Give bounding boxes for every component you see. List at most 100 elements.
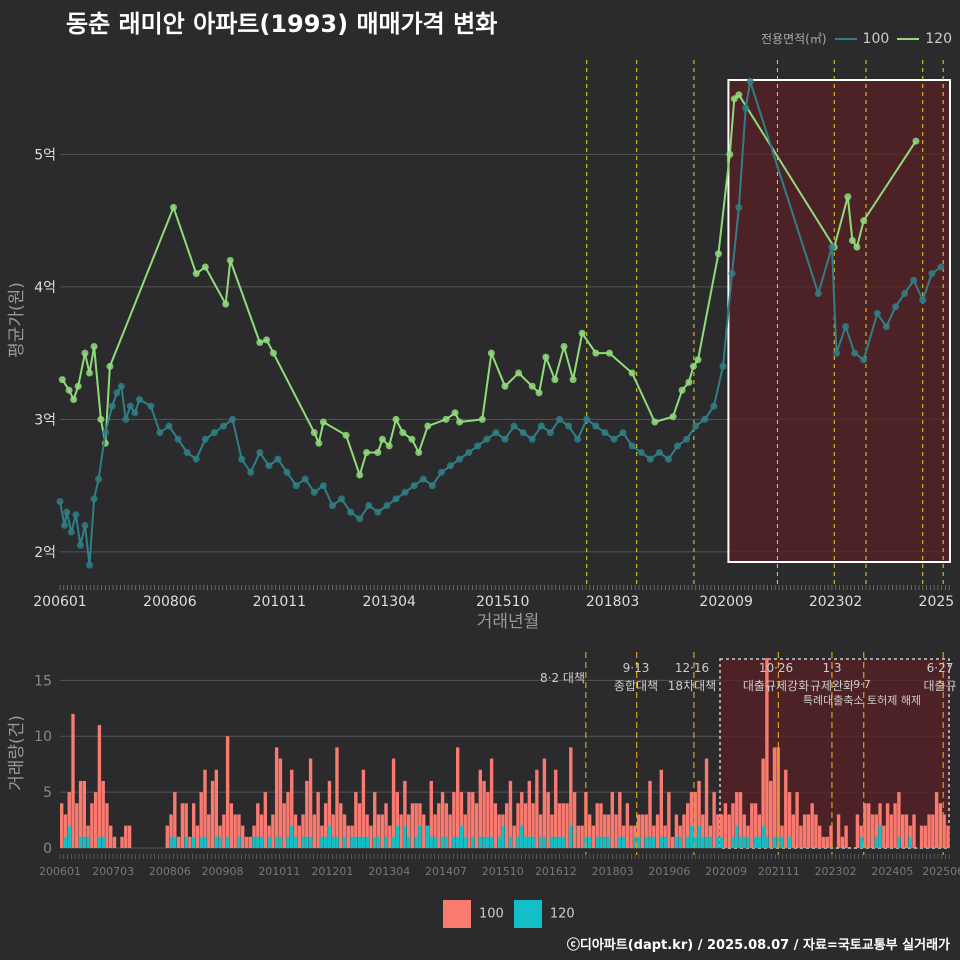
- data-point-100: [483, 435, 491, 443]
- bar-120: [716, 836, 720, 848]
- data-point-100: [131, 409, 139, 417]
- bar-120: [780, 836, 784, 848]
- bar-120: [305, 836, 309, 848]
- bar-100: [274, 747, 279, 848]
- bar-120: [433, 836, 437, 848]
- bar-100: [214, 769, 219, 848]
- data-point-120: [192, 270, 200, 278]
- bar-120: [293, 836, 298, 848]
- bar-120: [331, 836, 335, 848]
- annotation-text: 8·2 대책: [540, 670, 585, 685]
- bar-100: [870, 814, 875, 848]
- bar-100: [821, 836, 826, 848]
- bar-120: [214, 836, 219, 848]
- bar-100: [395, 792, 400, 848]
- bar-120: [542, 836, 547, 848]
- data-point-100: [347, 508, 355, 516]
- bar-100: [101, 780, 105, 848]
- bar-100: [176, 836, 181, 848]
- x-tick-label: 201304: [368, 865, 410, 878]
- bar-120: [603, 836, 607, 848]
- bar-100: [233, 814, 237, 848]
- data-point-120: [378, 435, 386, 443]
- data-point-120: [860, 217, 868, 225]
- data-point-120: [451, 409, 459, 417]
- bar-120: [599, 836, 603, 848]
- bar-100: [603, 814, 607, 848]
- x-tick-label: 202009: [699, 594, 752, 610]
- bar-100: [644, 814, 648, 848]
- data-point-100: [882, 323, 890, 331]
- data-point-100: [274, 455, 282, 463]
- data-point-100: [338, 495, 346, 503]
- bar-100: [474, 803, 479, 848]
- bar-100: [912, 814, 916, 848]
- data-point-120: [424, 422, 432, 430]
- bar-120: [327, 825, 332, 848]
- bar-100: [505, 803, 509, 848]
- data-point-100: [122, 415, 130, 423]
- bar-100: [893, 803, 897, 848]
- bar-120: [636, 836, 641, 848]
- bar-100: [93, 792, 98, 848]
- bar-100: [927, 814, 931, 848]
- bar-100: [455, 747, 460, 848]
- bar-100: [648, 780, 652, 848]
- x-tick-label: 201612: [535, 865, 577, 878]
- bar-120: [663, 836, 667, 848]
- bar-120: [203, 836, 207, 848]
- bar-120: [218, 836, 222, 848]
- bar-100: [316, 792, 320, 848]
- data-point-100: [392, 495, 400, 503]
- legend-title: 전용면적(㎡): [761, 32, 827, 46]
- bar-120: [787, 836, 792, 848]
- data-point-100: [61, 521, 69, 529]
- data-point-100: [842, 323, 850, 331]
- x-tick-label: 202009: [705, 865, 747, 878]
- data-point-120: [58, 376, 66, 384]
- bar-100: [825, 836, 829, 848]
- x-tick-label: 201906: [648, 865, 690, 878]
- data-point-120: [363, 449, 371, 456]
- x-tick-label: 201803: [586, 594, 639, 610]
- bar-100: [569, 747, 573, 848]
- data-point-100: [174, 435, 182, 443]
- bar-100: [818, 825, 822, 848]
- data-point-120: [478, 415, 486, 423]
- data-point-120: [669, 413, 677, 421]
- data-point-100: [701, 415, 709, 423]
- bar-120: [652, 836, 656, 848]
- bar-120: [550, 836, 554, 848]
- data-point-100: [86, 561, 94, 569]
- data-point-100: [746, 78, 754, 85]
- bar-100: [931, 814, 935, 848]
- annotation-text: 대출규: [923, 679, 956, 693]
- annotation-text: 특례대출축소 토허제 해제: [803, 693, 921, 707]
- bar-100: [867, 803, 871, 848]
- y-tick-label: 5: [43, 785, 52, 801]
- data-point-120: [487, 349, 495, 357]
- price-chart: 2억 3억 4억 5억 200601 200806 201011 201304 201510 20…: [7, 60, 954, 632]
- data-point-100: [528, 435, 536, 443]
- data-point-120: [535, 389, 543, 397]
- bar-100: [923, 825, 927, 848]
- bar-100: [550, 814, 554, 848]
- data-point-120: [735, 91, 743, 99]
- bar-100: [527, 780, 532, 848]
- bar-100: [323, 803, 328, 848]
- bar-100: [618, 792, 622, 848]
- bar-100: [946, 825, 950, 848]
- y-tick-label: 15: [34, 673, 52, 689]
- bar-100: [71, 713, 75, 848]
- bar-100: [373, 792, 377, 848]
- bar-100: [440, 792, 445, 848]
- data-point-100: [664, 455, 672, 463]
- bar-100: [486, 792, 490, 848]
- bar-120: [376, 836, 381, 848]
- bar-100: [731, 803, 735, 848]
- data-point-120: [628, 369, 636, 377]
- bar-100: [874, 814, 878, 848]
- data-point-100: [219, 422, 227, 430]
- bar-100: [542, 758, 547, 848]
- bar-100: [844, 825, 848, 848]
